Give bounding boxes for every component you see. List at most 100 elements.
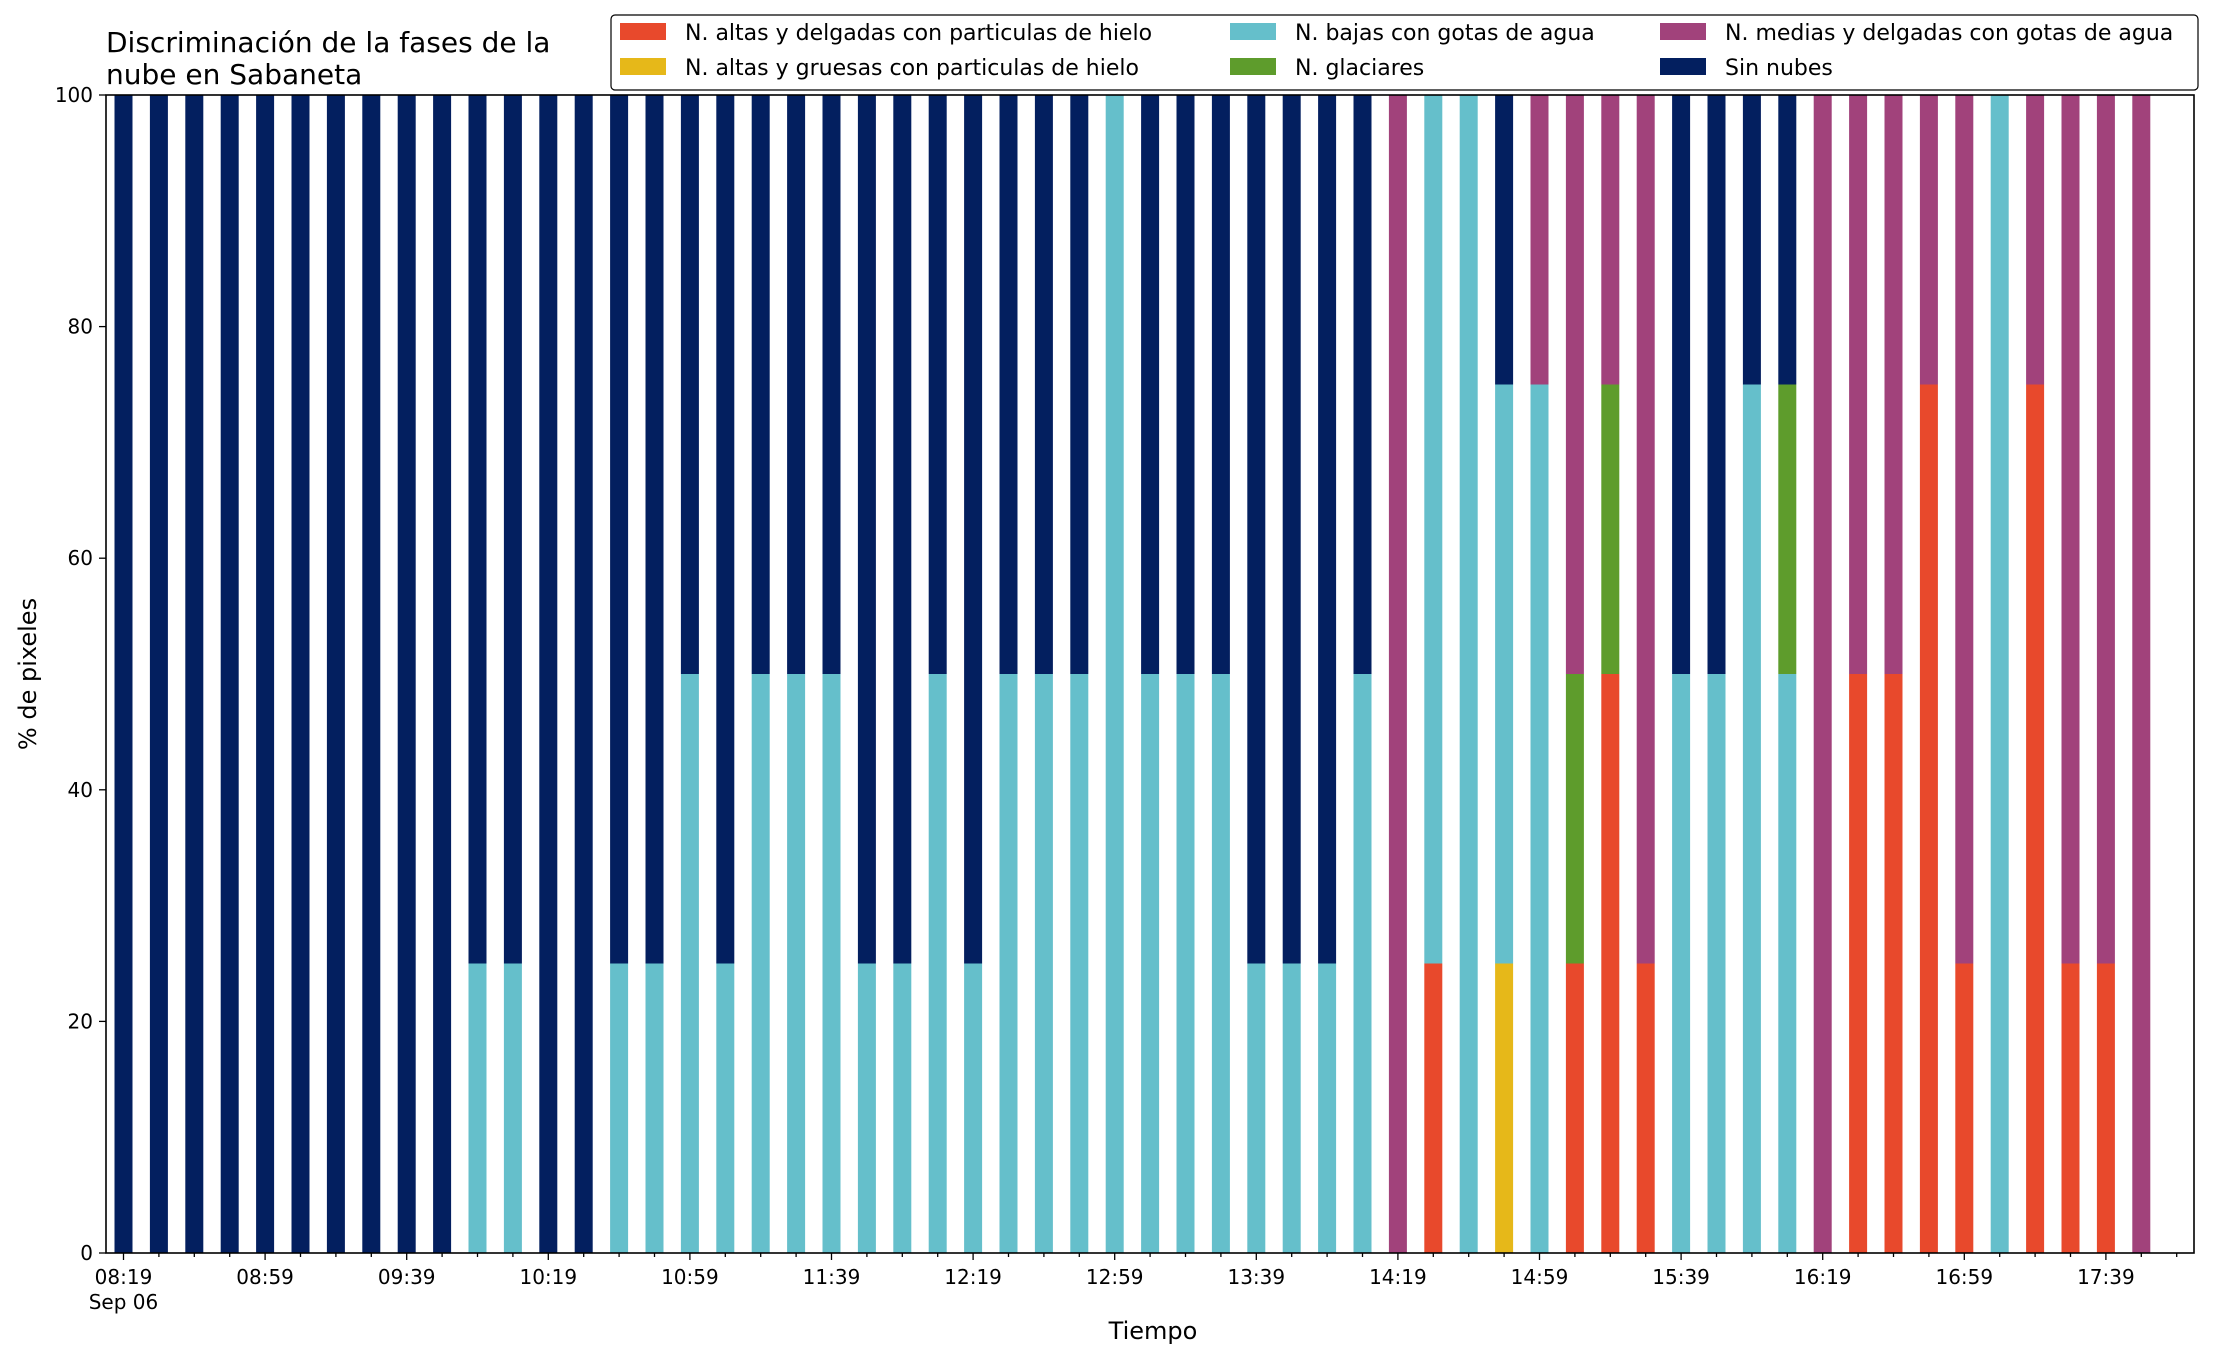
x-tick-label: 12:59 — [1086, 1265, 1144, 1289]
bar-segment — [645, 95, 664, 964]
x-tick-label: 08:19 — [95, 1265, 153, 1289]
bar-segment — [1636, 95, 1655, 964]
legend-swatch — [1230, 23, 1276, 40]
y-tick-label: 20 — [68, 1009, 93, 1033]
y-tick-label: 80 — [68, 315, 93, 339]
bar-segment — [1424, 963, 1443, 1253]
bar-segment — [893, 95, 912, 964]
bar-segment — [1211, 95, 1230, 674]
bar-segment — [787, 674, 806, 1253]
bar-segment — [1601, 95, 1620, 385]
x-tick-label: 10:59 — [661, 1265, 719, 1289]
bar-segment — [680, 95, 699, 674]
bar-segment — [610, 963, 629, 1253]
x-tick-label: 17:39 — [2077, 1265, 2135, 1289]
bar-segment — [822, 95, 841, 674]
bar-segment — [999, 674, 1018, 1253]
bar-segment — [1849, 95, 1868, 674]
bar-segment — [1495, 963, 1514, 1253]
bar-segment — [2096, 95, 2115, 964]
bar-segment — [610, 95, 629, 964]
bar-segment — [1565, 95, 1584, 674]
bar-segment — [1176, 95, 1195, 674]
bar-segment — [1636, 963, 1655, 1253]
bar-segment — [1495, 384, 1514, 964]
bar-segment — [787, 95, 806, 674]
legend-label: N. altas y delgadas con particulas de hi… — [685, 21, 1152, 46]
bar-segment — [433, 95, 452, 1253]
legend-label: N. glaciares — [1295, 56, 1424, 81]
bar-segment — [1672, 674, 1691, 1253]
bar-segment — [999, 95, 1018, 674]
bar-segment — [1742, 95, 1761, 385]
bar-segment — [326, 95, 345, 1253]
bar-segment — [857, 963, 876, 1253]
bar-segment — [1105, 95, 1124, 1253]
bar-segment — [1070, 95, 1089, 674]
bars-group — [114, 95, 2151, 1253]
bar-segment — [1247, 963, 1266, 1253]
legend-label: N. bajas con gotas de agua — [1295, 21, 1595, 46]
x-tick-label: 11:39 — [803, 1265, 861, 1289]
bar-segment — [751, 674, 770, 1253]
chart-title-line-2: nube en Sabaneta — [106, 58, 362, 91]
bar-segment — [574, 95, 593, 1253]
bar-segment — [964, 95, 983, 964]
bar-segment — [1565, 674, 1584, 964]
x-tick-label: 14:19 — [1369, 1265, 1427, 1289]
bar-segment — [2026, 95, 2045, 385]
x-axis: 08:19 08:59 09:39 10:19 10:59 11:39 12:19 12:59… — [89, 1253, 2178, 1314]
bar-segment — [114, 95, 133, 1253]
x-tick-label: 13:39 — [1227, 1265, 1285, 1289]
y-axis-label: % de pixeles — [14, 598, 42, 750]
bar-segment — [468, 95, 487, 964]
bar-segment — [928, 95, 947, 674]
legend-label: Sin nubes — [1725, 56, 1833, 81]
bar-segment — [1707, 674, 1726, 1253]
bar-segment — [2061, 963, 2080, 1253]
bar-segment — [362, 95, 381, 1253]
bar-segment — [1919, 384, 1938, 1253]
legend-swatch — [620, 23, 666, 40]
bar-segment — [1034, 95, 1053, 674]
bar-segment — [1707, 95, 1726, 674]
bar-segment — [1353, 674, 1372, 1253]
legend-swatch — [1660, 58, 1706, 75]
bar-segment — [1530, 95, 1549, 385]
bar-segment — [503, 963, 522, 1253]
bar-segment — [1247, 95, 1266, 964]
bar-segment — [1141, 95, 1160, 674]
bar-segment — [1070, 674, 1089, 1253]
bar-segment — [1530, 384, 1549, 1253]
y-axis: 0 20 40 60 80 100 — [55, 83, 106, 1265]
bar-segment — [1955, 963, 1974, 1253]
bar-segment — [1388, 95, 1407, 1253]
bar-segment — [1742, 384, 1761, 1253]
bar-segment — [751, 95, 770, 674]
bar-segment — [928, 674, 947, 1253]
bar-segment — [468, 963, 487, 1253]
bar-segment — [1990, 95, 2009, 1253]
bar-segment — [2096, 963, 2115, 1253]
bar-segment — [857, 95, 876, 964]
bar-segment — [1778, 95, 1797, 385]
legend-label: N. medias y delgadas con gotas de agua — [1725, 21, 2173, 46]
bar-segment — [1459, 95, 1478, 1253]
legend: N. altas y delgadas con particulas de hi… — [610, 14, 2199, 91]
y-tick-label: 60 — [68, 546, 93, 570]
bar-segment — [1353, 95, 1372, 674]
bar-segment — [1919, 95, 1938, 385]
x-tick-label: 14:59 — [1511, 1265, 1569, 1289]
bar-segment — [1495, 95, 1514, 385]
bar-segment — [716, 963, 735, 1253]
y-tick-label: 0 — [80, 1241, 93, 1265]
bar-segment — [1955, 95, 1974, 964]
bar-segment — [185, 95, 204, 1253]
x-tick-label: 15:39 — [1652, 1265, 1710, 1289]
legend-label: N. altas y gruesas con particulas de hie… — [685, 56, 1139, 81]
bar-segment — [1778, 384, 1797, 674]
bar-segment — [1601, 384, 1620, 674]
bar-segment — [1282, 95, 1301, 964]
bar-segment — [1813, 95, 1832, 1253]
